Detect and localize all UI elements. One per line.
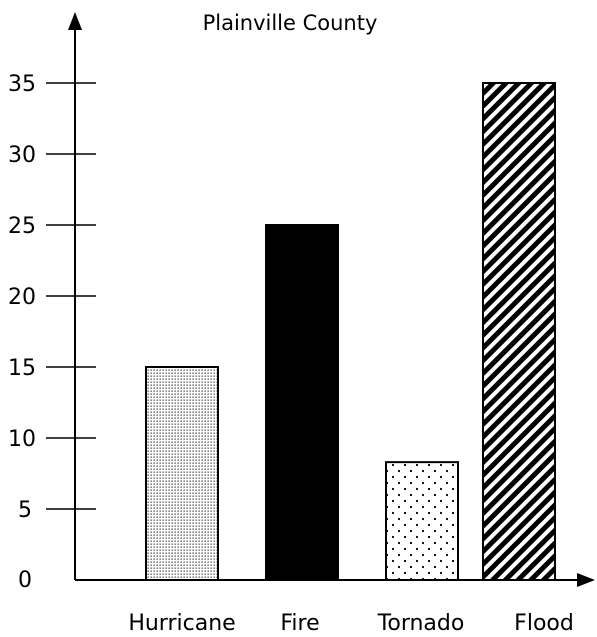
bar-fire bbox=[265, 224, 339, 581]
bar-flood bbox=[482, 82, 556, 581]
bar-hurricane bbox=[145, 366, 219, 581]
y-tick-label: 30 bbox=[8, 143, 36, 168]
x-category-label: Fire bbox=[280, 611, 319, 636]
y-tick-label: 20 bbox=[8, 285, 36, 310]
bars bbox=[145, 82, 556, 582]
chart-title: Plainville County bbox=[203, 11, 378, 35]
y-tick-label: 10 bbox=[8, 427, 36, 452]
x-category-label: Hurricane bbox=[128, 611, 235, 636]
x-category-label: Flood bbox=[514, 611, 574, 636]
y-tick-label: 35 bbox=[8, 72, 36, 97]
y-tick-label: 0 bbox=[18, 568, 32, 593]
category-labels: Hurricane Fire Tornado Flood bbox=[128, 611, 574, 636]
bar-tornado bbox=[385, 461, 459, 582]
y-axis bbox=[68, 12, 82, 580]
y-ticks: 0 5 10 15 20 25 30 35 bbox=[8, 72, 96, 593]
x-axis-arrowhead bbox=[577, 573, 595, 587]
y-axis-arrowhead bbox=[68, 12, 82, 30]
y-tick-label: 5 bbox=[18, 498, 32, 523]
y-tick-label: 15 bbox=[8, 356, 36, 381]
y-tick-label: 25 bbox=[8, 214, 36, 239]
x-category-label: Tornado bbox=[377, 611, 465, 636]
